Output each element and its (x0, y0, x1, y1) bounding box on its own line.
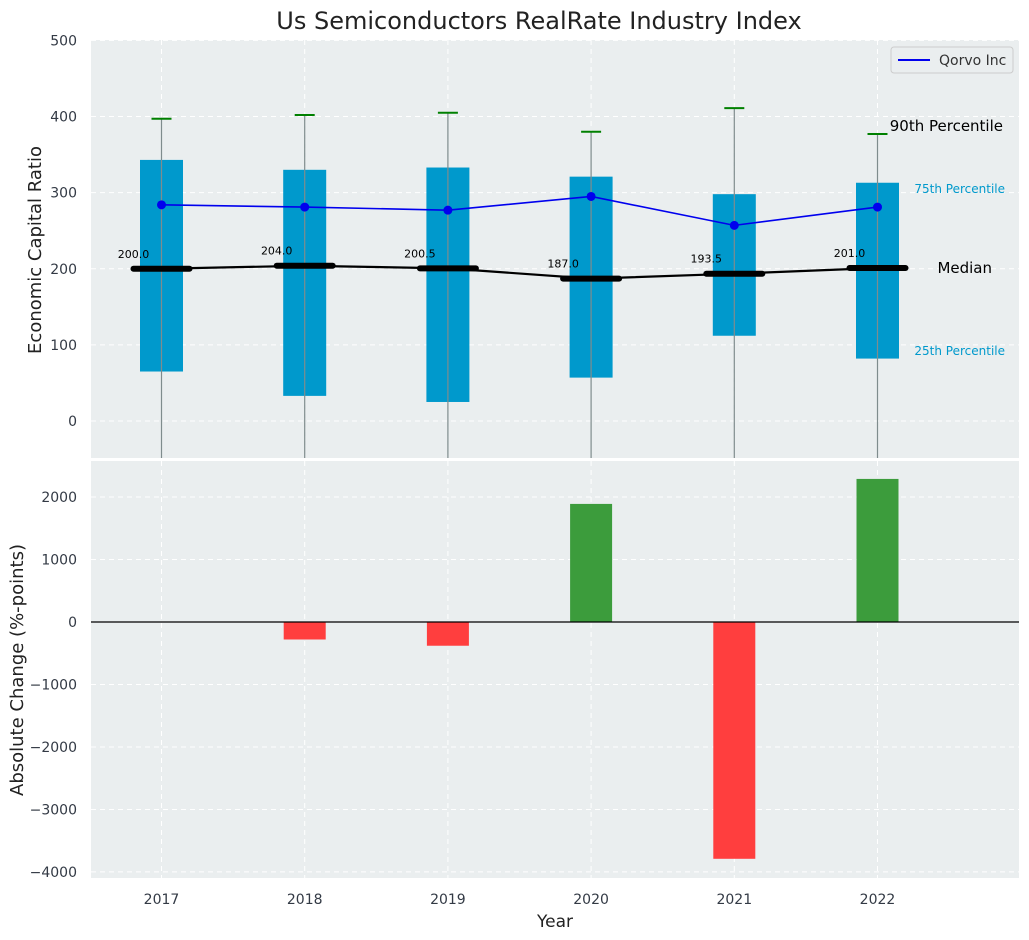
change-bar (713, 622, 756, 859)
x-tick: 2017 (144, 892, 180, 908)
annotation-25th: 25th Percentile (914, 344, 1005, 358)
median-line: 200.0 204.0 200.5 187.0 193.5 201.0 (118, 245, 909, 282)
top-y-tick: 200 (50, 262, 77, 278)
change-bar (856, 478, 899, 622)
bottom-y-tick: −3000 (30, 802, 77, 818)
legend-label: Qorvo Inc (939, 53, 1006, 69)
median-value-label: 201.0 (834, 247, 866, 260)
series-qorvo-point (443, 205, 453, 215)
x-tick: 2019 (430, 892, 466, 908)
top-y-tick: 300 (50, 186, 77, 202)
top-y-tick: 100 (50, 338, 77, 354)
change-bar (426, 622, 469, 646)
x-axis-label: Year (536, 912, 573, 932)
median-value-label: 200.0 (118, 248, 150, 261)
change-bar (283, 622, 326, 640)
median-value-label: 200.5 (404, 247, 436, 260)
legend-box (890, 46, 1014, 74)
bottom-y-tick: −4000 (30, 865, 77, 881)
bottom-y-tick: 1000 (41, 553, 77, 569)
annotation-median: Median (937, 259, 992, 277)
median-value-label: 187.0 (547, 258, 579, 271)
series-qorvo-point (873, 202, 882, 212)
x-tick: 2018 (287, 892, 323, 908)
top-y-tick: 400 (50, 110, 77, 126)
series-qorvo-line (161, 195, 878, 227)
series-qorvo-point (729, 220, 739, 230)
bottom-y-ticks: −4000 −3000 −2000 −1000 0 1000 2000 (30, 490, 77, 881)
series-qorvo-point (157, 200, 166, 210)
x-tick: 2022 (860, 892, 896, 908)
x-tick: 2021 (716, 892, 752, 908)
top-y-axis-label: Economic Capital Ratio (25, 146, 46, 354)
change-bars (91, 478, 1019, 859)
annotation-75th: 75th Percentile (914, 182, 1005, 196)
bottom-y-axis-label: Absolute Change (%-points) (7, 544, 28, 796)
annotation-90th: 90th Percentile (890, 117, 1003, 135)
series-qorvo-point (300, 202, 310, 212)
top-y-tick: 0 (68, 414, 77, 430)
median-value-label: 193.5 (691, 253, 723, 266)
change-bar (570, 503, 613, 622)
bottom-y-tick: −2000 (30, 740, 77, 756)
bottom-y-tick: 0 (68, 615, 77, 631)
bottom-y-tick: −1000 (30, 677, 77, 693)
series-qorvo-point (586, 191, 596, 201)
bottom-y-tick: 2000 (41, 490, 77, 506)
top-y-ticks: 0 100 200 300 400 500 (50, 33, 77, 430)
top-panel: 200.0 204.0 200.5 187.0 193.5 201.0 0 100 200 30… (25, 33, 1019, 458)
top-y-tick: 500 (50, 33, 77, 49)
chart-title: Us Semiconductors RealRate Industry Inde… (276, 7, 801, 35)
x-ticks: 2017 2018 2019 2020 2021 2022 (144, 892, 896, 908)
median-value-label: 204.0 (261, 245, 293, 258)
series-line (157, 191, 882, 230)
legend: Qorvo Inc (890, 46, 1014, 74)
x-tick: 2020 (573, 892, 609, 908)
